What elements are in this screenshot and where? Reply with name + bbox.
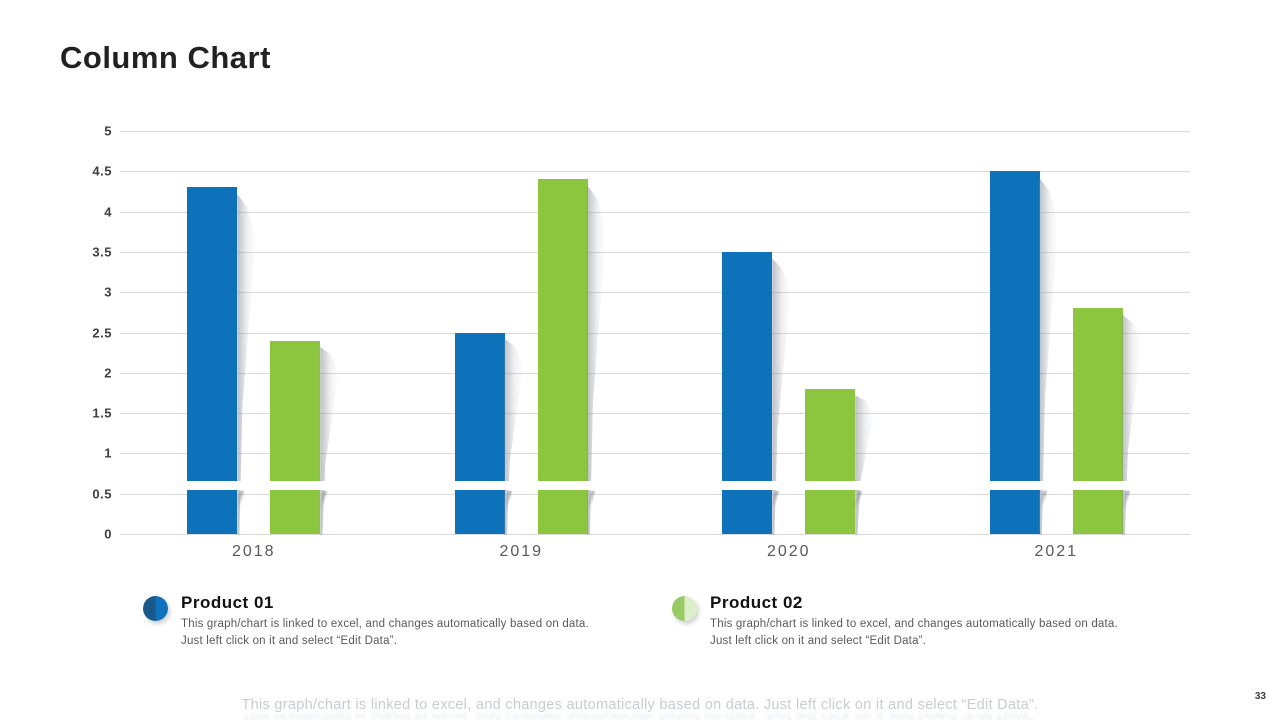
gridline xyxy=(120,251,1190,253)
column-bar-product-02[interactable] xyxy=(270,340,339,535)
column-bar-product-01[interactable] xyxy=(722,251,791,535)
footer: This graph/chart is linked to excel, and… xyxy=(0,697,1280,720)
legend-description: This graph/chart is linked to excel, and… xyxy=(710,618,1118,648)
bar-group xyxy=(388,131,656,535)
y-axis-tick-label: 0 xyxy=(104,526,112,542)
x-axis-label: 2018 xyxy=(231,543,276,560)
y-axis-tick-label: 5 xyxy=(104,123,112,139)
product-02-swatch-icon xyxy=(672,596,697,621)
x-axis-label: 2019 xyxy=(499,543,544,560)
legend-label: Product 02 xyxy=(710,593,803,612)
column-bar-product-02[interactable] xyxy=(805,388,874,535)
bar-groups-container xyxy=(120,131,1191,535)
x-axis-labels: 2018 2019 2020 2021 xyxy=(120,543,1190,561)
gridline xyxy=(120,372,1190,374)
y-axis-tick-label: 2.5 xyxy=(92,325,112,340)
column-bar-product-01[interactable] xyxy=(989,171,1059,535)
gridline xyxy=(120,413,1190,415)
gridline xyxy=(120,453,1190,455)
page-title: Column Chart xyxy=(60,40,271,75)
y-axis-tick-label: 1 xyxy=(104,445,112,461)
footer-note: This graph/chart is linked to excel, and… xyxy=(241,697,1039,713)
gridline xyxy=(120,292,1190,294)
legend-item-product-01: Product 01 This graph/chart is linked to… xyxy=(143,593,623,651)
gridline xyxy=(120,131,1190,132)
gridline xyxy=(120,211,1190,213)
footer-note-reflection: This graph/chart is linked to excel, and… xyxy=(0,713,1280,720)
column-bar-product-01[interactable] xyxy=(454,332,524,535)
y-axis-tick-label: 3.5 xyxy=(92,244,112,260)
y-axis-tick-label: 1.5 xyxy=(92,405,112,421)
x-axis-label: 2020 xyxy=(766,543,811,560)
y-axis-tick-label: 2 xyxy=(104,365,112,381)
x-axis-label: 2021 xyxy=(1034,543,1079,560)
plot-area[interactable]: 5 4.5 4 3.5 3 2.5 2 1.5 1 0.5 0 xyxy=(92,124,1191,542)
legend-label: Product 01 xyxy=(181,593,274,612)
bar-shadow xyxy=(854,394,874,535)
bar-group xyxy=(655,131,923,535)
bar-group xyxy=(120,131,388,535)
y-axis-tick-label: 4.5 xyxy=(92,163,112,179)
y-axis-tick-label: 3 xyxy=(104,284,112,300)
page-number: 33 xyxy=(1254,691,1266,702)
decorative-white-stripe xyxy=(120,481,1190,490)
y-axis-tick-label: 4 xyxy=(104,204,112,220)
legend-item-product-02: Product 02 This graph/chart is linked to… xyxy=(672,593,1152,651)
gridline xyxy=(120,493,1190,495)
gridline xyxy=(120,171,1190,173)
y-axis-tick-label: 0.5 xyxy=(92,486,112,502)
gridline xyxy=(120,332,1190,334)
bar-group xyxy=(923,131,1191,535)
legend-description: This graph/chart is linked to excel, and… xyxy=(181,618,589,648)
product-01-swatch-icon xyxy=(143,596,168,621)
gridline xyxy=(120,534,1190,535)
column-bar-product-02[interactable] xyxy=(1072,308,1142,535)
